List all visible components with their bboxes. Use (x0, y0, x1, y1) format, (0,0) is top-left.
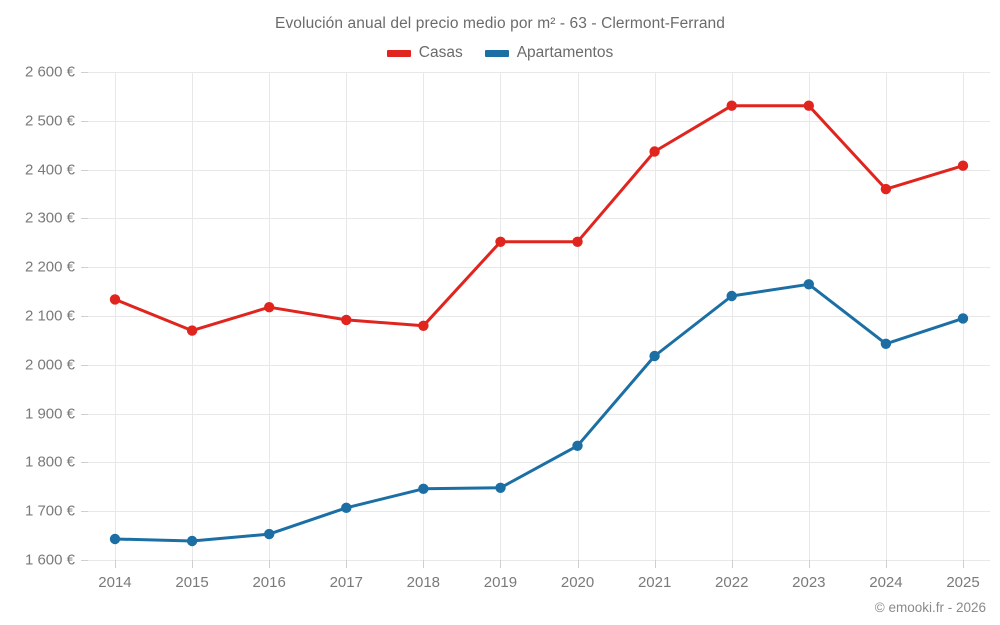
data-point[interactable] (957, 313, 969, 324)
y-axis-label: 2 500 € (24, 112, 75, 130)
x-axis-label: 2024 (869, 574, 903, 591)
data-point[interactable] (341, 314, 352, 326)
horizontal-gridlines (88, 72, 990, 561)
data-point[interactable] (649, 350, 660, 362)
credit-text: © emooki.fr - 2026 (874, 600, 986, 615)
y-axis-label: 1 700 € (24, 502, 75, 520)
x-axis-label: 2023 (792, 574, 826, 591)
y-axis-label: 2 600 € (24, 63, 75, 81)
y-axis-label: 2 300 € (24, 209, 75, 227)
series-line-casas (113, 104, 965, 333)
data-point[interactable] (418, 320, 429, 331)
data-point[interactable] (264, 302, 275, 313)
x-axis-label: 2019 (483, 574, 518, 591)
x-axis-label: 2017 (329, 574, 363, 591)
data-point[interactable] (109, 533, 121, 545)
data-point[interactable] (572, 440, 583, 451)
x-axis-label: 2025 (946, 574, 980, 591)
data-point[interactable] (495, 236, 506, 247)
data-point[interactable] (418, 483, 429, 494)
x-axis-label: 2014 (98, 574, 132, 591)
legend-swatch-casas (386, 49, 411, 57)
data-point[interactable] (803, 100, 814, 111)
data-point[interactable] (264, 528, 275, 540)
x-axis-label: 2015 (175, 574, 209, 591)
data-point[interactable] (186, 325, 198, 336)
data-point[interactable] (109, 294, 121, 305)
data-point[interactable] (726, 100, 737, 111)
data-point[interactable] (880, 338, 892, 349)
data-point[interactable] (572, 236, 583, 247)
axis-ticks (81, 72, 964, 568)
data-point[interactable] (186, 535, 198, 547)
x-axis-label: 2020 (560, 574, 595, 591)
y-axis-label: 2 200 € (24, 258, 75, 276)
series-layer (109, 100, 969, 547)
legend-item-casas[interactable]: Casas (386, 44, 463, 62)
series-line-apartamentos (113, 282, 965, 543)
y-axis-label: 1 900 € (24, 405, 75, 423)
chart-title: Evolución anual del precio medio por m² … (275, 15, 725, 32)
y-axis-label: 2 000 € (24, 356, 75, 374)
legend-label-apartamentos: Apartamentos (516, 44, 614, 61)
data-point[interactable] (880, 183, 892, 195)
data-point[interactable] (726, 290, 737, 302)
legend-swatch-apartamentos (484, 49, 509, 57)
x-axis-label: 2018 (406, 574, 441, 591)
y-axis-label: 2 100 € (24, 307, 75, 325)
x-axis-label: 2021 (637, 574, 672, 591)
data-point[interactable] (341, 502, 352, 513)
x-axis-label: 2016 (252, 574, 286, 591)
legend-item-apartamentos[interactable]: Apartamentos (484, 44, 614, 62)
x-axis-label: 2022 (715, 574, 749, 591)
y-axis-label: 1 800 € (24, 453, 75, 471)
data-point[interactable] (957, 160, 969, 171)
legend-label-casas: Casas (418, 44, 463, 61)
data-point[interactable] (803, 279, 814, 290)
data-point[interactable] (649, 146, 660, 157)
y-axis-label: 2 400 € (24, 161, 75, 179)
data-point[interactable] (495, 482, 506, 493)
chart-legend: Casas Apartamentos (0, 44, 1000, 62)
y-axis-label: 1 600 € (24, 551, 75, 569)
